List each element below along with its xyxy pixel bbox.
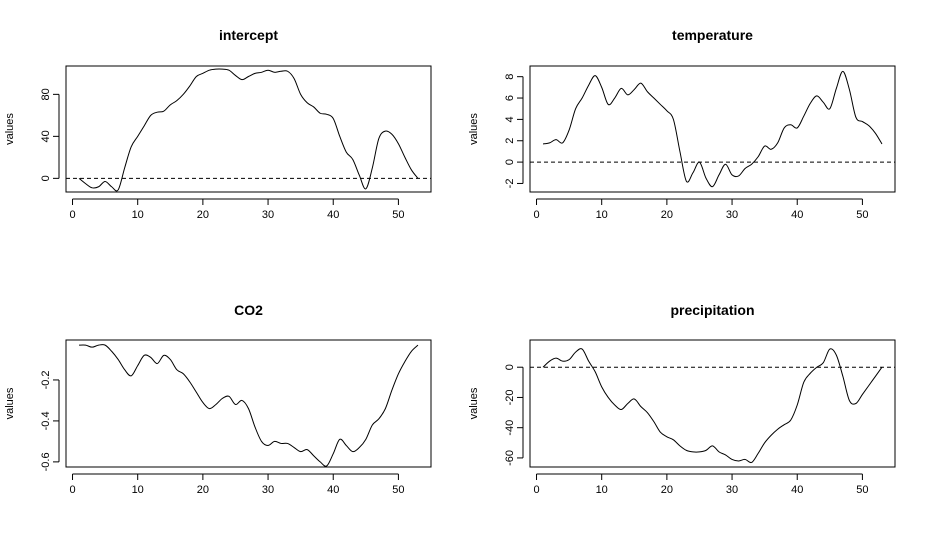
y-tick-label: -0.4 bbox=[40, 411, 52, 430]
x-tick-label: 20 bbox=[661, 484, 673, 496]
y-tick-label: -0.2 bbox=[40, 370, 52, 389]
plot-frame bbox=[529, 339, 896, 468]
x-tick-label: 10 bbox=[596, 209, 608, 221]
x-tick-label: 40 bbox=[791, 484, 803, 496]
x-tick-label: 40 bbox=[327, 209, 339, 221]
y-axis-label: values bbox=[4, 113, 16, 145]
chart-panel-temperature: temperature values 0 10 20 30 40 50 -2 0 2 4 6 8 bbox=[468, 27, 896, 221]
y-tick-label: 4 bbox=[504, 116, 516, 122]
x-tick-label: 50 bbox=[856, 209, 868, 221]
y-tick-label: 8 bbox=[504, 74, 516, 80]
y-tick-label: 6 bbox=[504, 95, 516, 101]
series-line bbox=[542, 348, 883, 464]
x-tick-label: 0 bbox=[69, 484, 75, 496]
x-tick-label: 10 bbox=[132, 209, 144, 221]
x-tick-label: 50 bbox=[392, 209, 404, 221]
series-line bbox=[542, 70, 883, 188]
plot-frame bbox=[65, 65, 432, 193]
chart-title: intercept bbox=[219, 27, 278, 43]
y-axis-label: values bbox=[468, 387, 480, 419]
chart-title: temperature bbox=[672, 27, 753, 43]
x-tick-label: 30 bbox=[726, 484, 738, 496]
chart-panel-intercept: intercept values 0 10 20 30 40 50 0 40 80 bbox=[4, 27, 432, 221]
chart-panel-precipitation: precipitation values 0 10 20 30 40 50 -60 -40 -20 0 bbox=[468, 302, 896, 496]
x-tick-label: 40 bbox=[327, 484, 339, 496]
y-tick-label: 80 bbox=[40, 88, 52, 100]
y-tick-label: 0 bbox=[504, 159, 516, 165]
x-tick-label: 50 bbox=[856, 484, 868, 496]
x-tick-label: 0 bbox=[69, 209, 75, 221]
y-tick-label: -40 bbox=[504, 420, 516, 436]
y-tick-label: -60 bbox=[504, 450, 516, 466]
y-tick-label: 0 bbox=[40, 175, 52, 181]
y-tick-label: -0.6 bbox=[40, 452, 52, 471]
x-tick-label: 20 bbox=[197, 209, 209, 221]
x-tick-label: 20 bbox=[197, 484, 209, 496]
plot-frame bbox=[529, 65, 896, 193]
series-line bbox=[78, 68, 419, 192]
y-axis-label: values bbox=[4, 387, 16, 419]
x-tick-label: 20 bbox=[661, 209, 673, 221]
chart-panel-co2: CO2 values 0 10 20 30 40 50 -0.6 -0.4 -0.2 bbox=[4, 302, 432, 496]
x-tick-label: 30 bbox=[262, 209, 274, 221]
chart-title: precipitation bbox=[670, 302, 754, 318]
chart-title: CO2 bbox=[234, 302, 263, 318]
y-tick-label: -20 bbox=[504, 389, 516, 405]
x-tick-label: 30 bbox=[262, 484, 274, 496]
series-line bbox=[79, 344, 419, 467]
x-tick-label: 50 bbox=[392, 484, 404, 496]
x-tick-label: 10 bbox=[596, 484, 608, 496]
plot-frame bbox=[65, 339, 432, 468]
x-tick-label: 0 bbox=[533, 209, 539, 221]
x-tick-label: 40 bbox=[791, 209, 803, 221]
y-tick-label: 2 bbox=[504, 138, 516, 144]
y-tick-label: -2 bbox=[504, 179, 516, 189]
x-tick-label: 0 bbox=[533, 484, 539, 496]
x-tick-label: 10 bbox=[132, 484, 144, 496]
y-tick-label: 0 bbox=[504, 364, 516, 370]
y-axis-label: values bbox=[468, 113, 480, 145]
x-tick-label: 30 bbox=[726, 209, 738, 221]
y-tick-label: 40 bbox=[40, 130, 52, 142]
